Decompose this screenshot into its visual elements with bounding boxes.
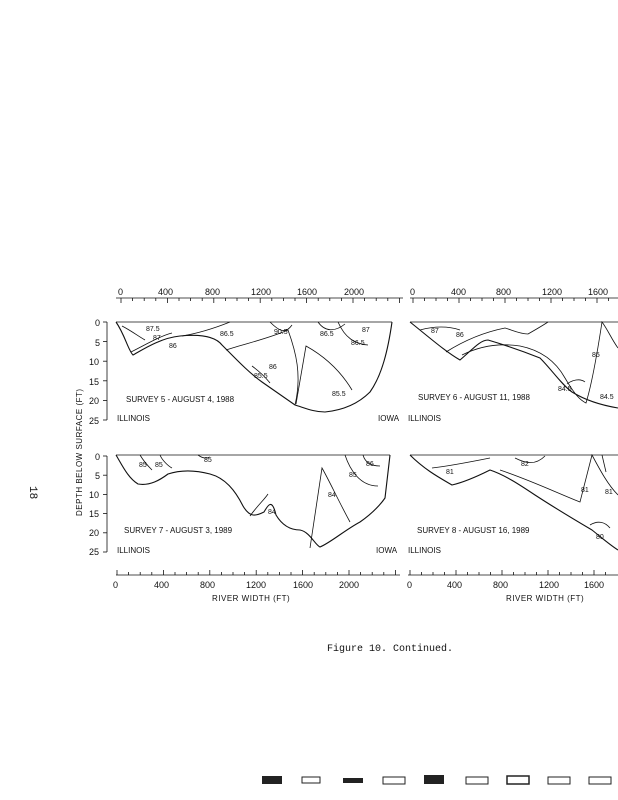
depth-tick: 0 (95, 318, 100, 328)
depth-tick: 5 (95, 338, 100, 348)
isotherm-label: 86.5 (320, 331, 334, 338)
survey-label: SURVEY 7 - AUGUST 3, 1989 (124, 526, 233, 535)
top-tick: 2000 (344, 287, 364, 297)
isotherm-label: 85 (139, 462, 147, 469)
survey-label: SURVEY 5 - AUGUST 4, 1988 (126, 395, 235, 404)
page-number: 18 (26, 486, 38, 499)
bottom-tick: 1200 (539, 580, 559, 590)
isotherm-label: 90.5 (274, 329, 288, 336)
depth-tick: 15 (89, 377, 99, 387)
y-axis-title: DEPTH BELOW SURFACE (FT) (75, 388, 84, 516)
left-bank-label: ILLINOIS (408, 414, 441, 423)
isotherm-label: 85 (204, 457, 212, 464)
isotherm-label: 87.5 (146, 326, 160, 333)
isotherm-label: 85 (155, 462, 163, 469)
bottom-axis-left: 0 400 800 1200 1600 2000 RIVER WIDTH (FT… (113, 570, 400, 603)
bottom-tick: 1200 (246, 580, 266, 590)
right-bank-label: IOWA (376, 546, 398, 555)
bottom-tick: 400 (447, 580, 462, 590)
isotherm-label: 85.5 (332, 391, 346, 398)
bottom-tick: 1600 (293, 580, 313, 590)
top-tick: 800 (496, 287, 511, 297)
isotherm-label: 87 (431, 328, 439, 335)
isotherm-label: 86 (269, 364, 277, 371)
survey-label: SURVEY 6 - AUGUST 11, 1988 (418, 393, 530, 402)
top-tick: 400 (158, 287, 173, 297)
isotherm-label: 85 (592, 352, 600, 359)
isotherm-label: 80 (596, 534, 604, 541)
x-axis-title: RIVER WIDTH (FT) (506, 594, 584, 603)
left-bank-label: ILLINOIS (408, 546, 441, 555)
survey-label: SURVEY 8 - AUGUST 16, 1989 (417, 526, 530, 535)
bottom-tick: 0 (407, 580, 412, 590)
top-tick: 0 (410, 287, 415, 297)
depth-tick: 20 (89, 396, 99, 406)
bottom-tick: 800 (200, 580, 215, 590)
isotherm-label: 86.5 (351, 340, 365, 347)
bottom-axis-right: 0 400 800 1200 1600 RIVER WIDTH (FT) (407, 570, 618, 603)
depth-tick: 20 (89, 528, 99, 538)
isotherm-label: 86 (456, 332, 464, 339)
isotherm-label: 84 (328, 492, 336, 499)
depth-tick: 0 (95, 452, 100, 462)
left-bank-label: ILLINOIS (117, 546, 150, 555)
top-axis-right: 0 400 800 1200 1600 (410, 287, 618, 303)
depth-axis-bottom: 0 5 10 15 20 25 (89, 452, 108, 557)
top-tick: 1600 (588, 287, 608, 297)
bottom-tick: 0 (113, 580, 118, 590)
depth-tick: 10 (89, 490, 99, 500)
bottom-tick: 2000 (339, 580, 359, 590)
river-bed (115, 454, 391, 548)
isotherm-label: 81 (446, 469, 454, 476)
isotherm-label: 81 (605, 489, 613, 496)
panel-survey-5: 87.5 87 86 86.5 90.5 86 86.5 87 86.5 85.… (115, 321, 400, 423)
top-tick: 1200 (542, 287, 562, 297)
bottom-tick: 400 (154, 580, 169, 590)
isotherm-label: 84.5 (558, 386, 572, 393)
panel-survey-7: 85 85 85 84 84 85 86 SURVEY 7 - AUGUST 3… (115, 454, 398, 555)
depth-tick: 15 (89, 509, 99, 519)
x-axis-title: RIVER WIDTH (FT) (212, 594, 290, 603)
top-tick: 1600 (297, 287, 317, 297)
isotherm-label: 86 (169, 343, 177, 350)
top-tick: 400 (451, 287, 466, 297)
river-bed (115, 321, 393, 413)
isotherm-label: 87 (153, 335, 161, 342)
top-tick: 1200 (251, 287, 271, 297)
isotherm-label: 86 (366, 461, 374, 468)
river-bed (409, 454, 618, 551)
bottom-tick: 1600 (584, 580, 604, 590)
isotherm-label: 86.5 (220, 331, 234, 338)
isotherm-label: 84 (268, 509, 276, 516)
depth-tick: 10 (89, 357, 99, 367)
scan-artifacts (262, 775, 612, 785)
left-bank-label: ILLINOIS (117, 414, 150, 423)
depth-axis-top: 0 5 10 15 20 25 (89, 318, 108, 426)
panel-survey-6: 87 86 85 84.5 84.5 SURVEY 6 - AUGUST 11,… (408, 320, 618, 423)
figure-caption: Figure 10. Continued. (327, 643, 453, 655)
bottom-tick: 800 (493, 580, 508, 590)
top-tick: 0 (118, 287, 123, 297)
isotherm-label: 85.5 (254, 373, 268, 380)
top-axis-left: 0 400 800 1200 1600 2000 (116, 287, 403, 303)
isotherm-label: 85 (349, 472, 357, 479)
isotherm-label: 82 (521, 461, 529, 468)
depth-tick: 25 (89, 416, 99, 426)
isotherm-label: 84.5 (600, 394, 614, 401)
panel-survey-8: 81 82 81 81 80 SURVEY 8 - AUGUST 16, 198… (408, 453, 618, 555)
depth-tick: 5 (95, 471, 100, 481)
top-tick: 800 (205, 287, 220, 297)
isotherm-label: 81 (581, 487, 589, 494)
depth-tick: 25 (89, 547, 99, 557)
isotherm-label: 87 (362, 327, 370, 334)
right-bank-label: IOWA (378, 414, 400, 423)
